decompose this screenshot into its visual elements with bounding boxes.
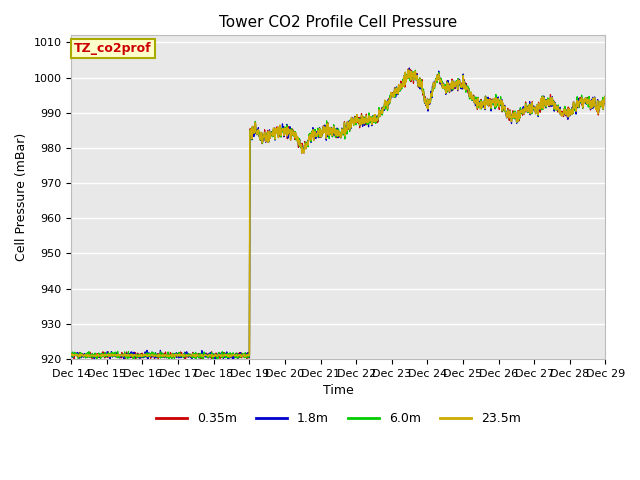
Text: TZ_co2prof: TZ_co2prof [74,42,152,55]
X-axis label: Time: Time [323,384,354,397]
Y-axis label: Cell Pressure (mBar): Cell Pressure (mBar) [15,133,28,261]
Title: Tower CO2 Profile Cell Pressure: Tower CO2 Profile Cell Pressure [220,15,458,30]
Legend: 0.35m, 1.8m, 6.0m, 23.5m: 0.35m, 1.8m, 6.0m, 23.5m [151,407,526,430]
